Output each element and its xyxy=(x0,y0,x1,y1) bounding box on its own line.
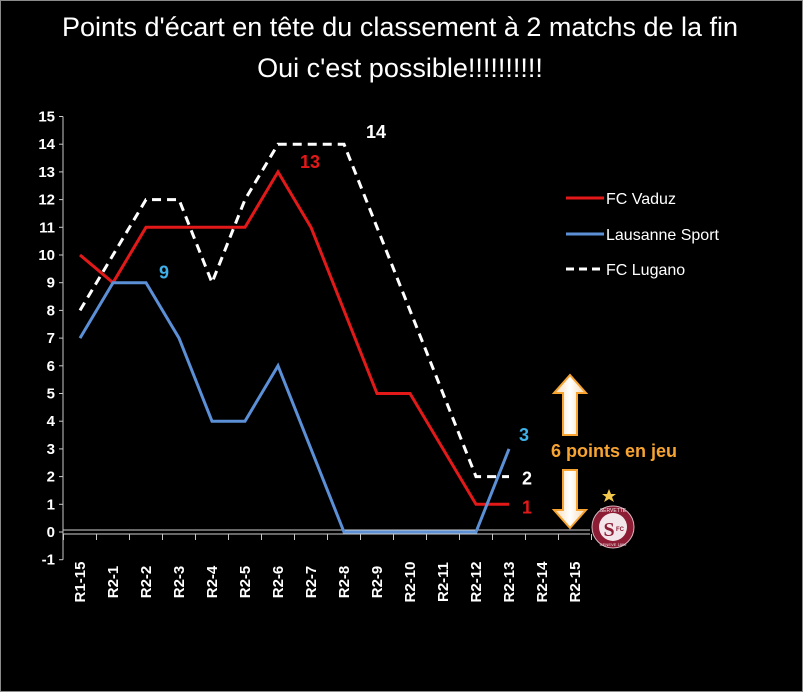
x-tick-label: R2-5 xyxy=(237,566,254,599)
y-tick-label: 8 xyxy=(47,302,55,319)
points-en-jeu-annotation: 6 points en jeu xyxy=(551,441,677,461)
logo-fc: FC xyxy=(616,527,625,533)
legend-label-fc-vaduz: FC Vaduz xyxy=(606,191,676,208)
data-label: 14 xyxy=(366,122,386,142)
data-label: 13 xyxy=(300,152,320,172)
y-tick-label: 6 xyxy=(47,358,55,375)
data-label: 1 xyxy=(522,497,532,517)
logo-letter: S xyxy=(603,519,614,541)
star-icon xyxy=(602,489,616,502)
y-tick-label: 11 xyxy=(39,219,55,236)
y-tick-label: 1 xyxy=(47,496,55,513)
y-tick-label: 4 xyxy=(47,413,56,430)
y-tick-label: 15 xyxy=(38,109,55,126)
down-arrow-icon xyxy=(551,469,589,530)
y-tick-label: 9 xyxy=(47,275,55,292)
chart-title: Points d'écart en tête du classement à 2… xyxy=(62,12,738,42)
x-tick-label: R2-7 xyxy=(303,566,320,599)
x-tick-label: R2-13 xyxy=(501,562,518,603)
legend-label-fc-lugano: FC Lugano xyxy=(606,262,685,279)
up-arrow-icon xyxy=(551,373,589,436)
x-tick-label: R2-15 xyxy=(567,562,584,603)
y-tick-label: -1 xyxy=(42,552,55,569)
x-tick-label: R2-10 xyxy=(402,562,419,603)
y-tick-label: 14 xyxy=(38,136,55,153)
x-tick-label: R2-12 xyxy=(468,562,485,603)
x-tick-label: R2-14 xyxy=(534,561,551,603)
y-tick-label: 13 xyxy=(38,164,55,181)
y-tick-label: 5 xyxy=(47,386,55,403)
y-tick-label: 0 xyxy=(47,524,55,541)
x-tick-label: R2-8 xyxy=(336,566,353,599)
x-tick-label: R1-15 xyxy=(72,562,89,603)
series-line-fc-vaduz xyxy=(79,168,509,506)
y-tick-label: 3 xyxy=(47,441,55,458)
x-tick-label: R2-1 xyxy=(105,566,122,599)
data-label: 2 xyxy=(522,469,532,489)
logo-ring-text: SERVETTE xyxy=(600,508,627,514)
legend: FC Vaduz Lausanne Sport FC Lugano xyxy=(566,191,720,279)
y-tick-label: 7 xyxy=(47,330,55,347)
data-label: 3 xyxy=(519,425,529,445)
y-tick-label: 2 xyxy=(47,469,55,486)
y-tick-label: 12 xyxy=(38,192,55,209)
x-tick-label: R2-9 xyxy=(369,566,386,599)
series-group xyxy=(78,142,511,534)
x-tick-label: R2-6 xyxy=(270,566,287,599)
logo-ring-text-bottom: GENEVE 1890 xyxy=(600,542,627,547)
y-tick-label: 10 xyxy=(38,247,55,264)
x-tick-label: R2-4 xyxy=(204,565,221,598)
x-tick-label: R2-3 xyxy=(171,566,188,599)
series-line-lausanne-sport xyxy=(78,281,511,534)
x-tick-label: R2-11 xyxy=(435,562,452,602)
data-labels: 13 9 14 3 2 1 xyxy=(159,122,532,517)
x-tick-label: R2-2 xyxy=(138,566,155,599)
chart-subtitle: Oui c'est possible!!!!!!!!!! xyxy=(257,53,543,83)
servette-fc-crest-icon: S FC SERVETTE GENEVE 1890 xyxy=(591,489,635,549)
data-label: 9 xyxy=(159,263,169,283)
series-line-fc-lugano xyxy=(78,142,509,479)
legend-label-lausanne-sport: Lausanne Sport xyxy=(606,227,720,244)
